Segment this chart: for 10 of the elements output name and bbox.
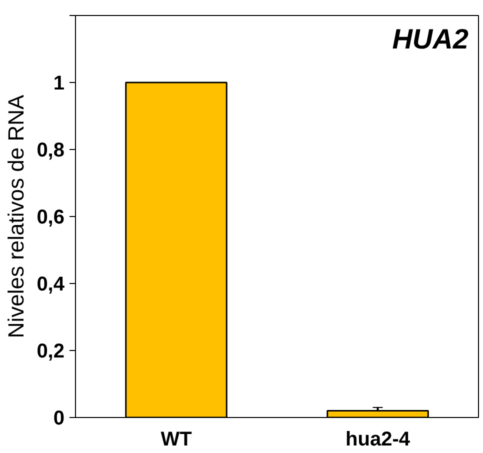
y-axis-title: Niveles relativos de RNA (4, 94, 29, 338)
x-tick-label: hua2-4 (346, 428, 411, 450)
y-tick-label: 1 (53, 72, 64, 94)
y-tick-label: 0,8 (36, 140, 65, 162)
chart-title: HUA2 (392, 24, 469, 54)
y-tick-label: 0,4 (36, 274, 66, 296)
x-tick-label: WT (160, 428, 192, 450)
y-tick-label: 0,6 (36, 206, 65, 228)
y-tick-label: 0,2 (36, 340, 65, 362)
y-tick-label: 0 (53, 408, 64, 430)
